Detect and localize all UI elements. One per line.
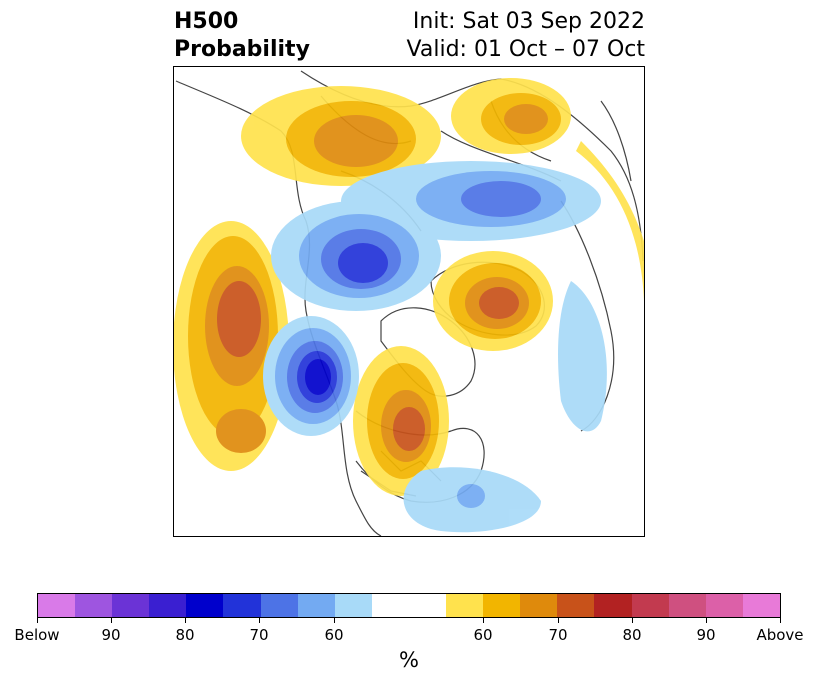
- probability-colorbar: [37, 593, 781, 618]
- title-line-1: H500: [174, 9, 239, 34]
- colorbar-swatch: [446, 594, 484, 617]
- colorbar-tick-label: Above: [756, 626, 804, 644]
- colorbar-swatch: [594, 594, 632, 617]
- colorbar-swatch: [38, 594, 76, 617]
- colorbar-swatch: [705, 594, 743, 617]
- colorbar-tick: [111, 618, 112, 623]
- colorbar-swatch: [297, 594, 335, 617]
- colorbar-tick-label: 60: [324, 626, 344, 644]
- colorbar-swatch: [260, 594, 298, 617]
- colorbar-swatch: [149, 594, 187, 617]
- region-atlantic-below: [558, 281, 607, 432]
- colorbar-swatch: [186, 594, 224, 617]
- colorbar-tick: [334, 618, 335, 623]
- colorbar-tick-label: 70: [548, 626, 568, 644]
- colorbar-tick: [185, 618, 186, 623]
- colorbar-tick-label: 90: [101, 626, 121, 644]
- colorbar-swatch: [520, 594, 558, 617]
- colorbar-tick: [558, 618, 559, 623]
- colorbar-tick: [37, 618, 38, 623]
- colorbar-tick: [780, 618, 781, 623]
- colorbar-tick-label: 90: [696, 626, 716, 644]
- colorbar-swatch: [631, 594, 669, 617]
- colorbar-tick: [632, 618, 633, 623]
- valid-range-label: Valid: 01 Oct – 07 Oct: [406, 37, 645, 62]
- map-title: H500 Probability: [174, 8, 310, 64]
- colorbar-tick-label: 60: [473, 626, 493, 644]
- colorbar-swatch: [742, 594, 780, 617]
- colorbar-tick-label: 80: [622, 626, 642, 644]
- colorbar-tick: [259, 618, 260, 623]
- title-line-2: Probability: [174, 37, 310, 62]
- colorbar-tick: [706, 618, 707, 623]
- colorbar-swatch: [557, 594, 595, 617]
- colorbar-swatch: [668, 594, 706, 617]
- colorbar-swatch: [223, 594, 261, 617]
- colorbar-tick-label: 80: [175, 626, 195, 644]
- probability-shading: [174, 78, 644, 533]
- date-info: Init: Sat 03 Sep 2022 Valid: 01 Oct – 07…: [407, 8, 645, 64]
- colorbar-tick: [483, 618, 484, 623]
- colorbar-swatch: [334, 594, 372, 617]
- init-date-label: Init: Sat 03 Sep 2022: [412, 9, 645, 34]
- probability-map: [173, 66, 645, 537]
- colorbar-swatch: [483, 594, 521, 617]
- colorbar-swatch: [112, 594, 150, 617]
- colorbar-neutral: [371, 594, 447, 617]
- colorbar-tick-label: 70: [249, 626, 269, 644]
- colorbar-tick-label: Below: [14, 626, 60, 644]
- colorbar-unit-label: %: [399, 648, 419, 672]
- colorbar-swatch: [75, 594, 113, 617]
